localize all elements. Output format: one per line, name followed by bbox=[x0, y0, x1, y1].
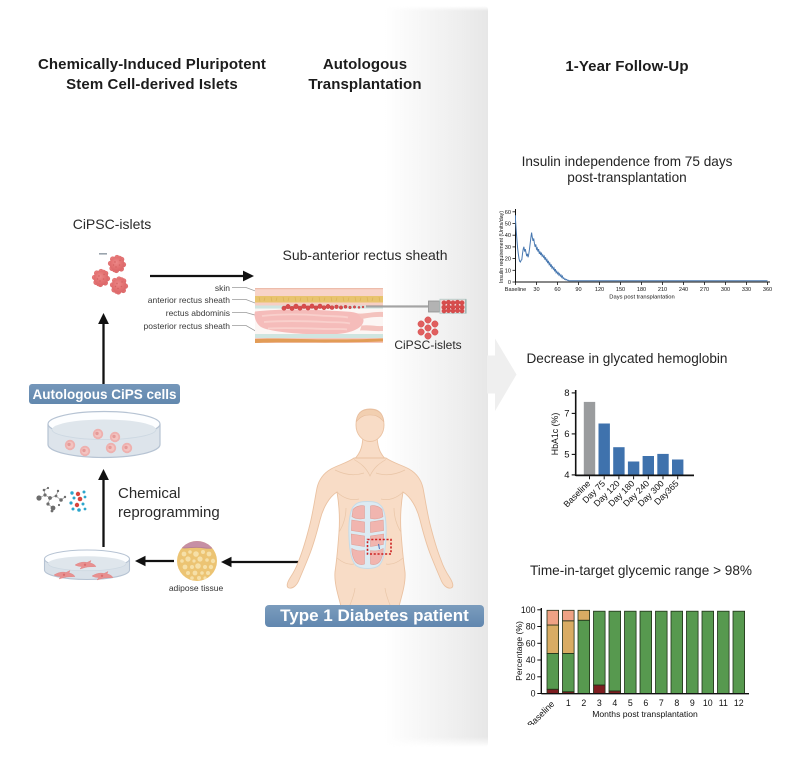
svg-text:Days post transplantation: Days post transplantation bbox=[609, 295, 674, 301]
svg-text:Baseline: Baseline bbox=[505, 287, 526, 293]
svg-text:12: 12 bbox=[734, 698, 744, 708]
svg-text:240: 240 bbox=[679, 287, 688, 293]
svg-text:4: 4 bbox=[612, 698, 617, 708]
svg-text:40: 40 bbox=[526, 655, 536, 665]
svg-text:100: 100 bbox=[521, 605, 536, 615]
svg-text:90: 90 bbox=[575, 287, 581, 293]
svg-text:60: 60 bbox=[505, 210, 511, 216]
svg-text:0: 0 bbox=[508, 280, 511, 286]
svg-text:3: 3 bbox=[597, 698, 602, 708]
svg-text:0: 0 bbox=[531, 689, 536, 699]
svg-text:40: 40 bbox=[505, 233, 511, 239]
svg-text:4: 4 bbox=[564, 470, 569, 481]
svg-text:7: 7 bbox=[659, 698, 664, 708]
svg-text:6: 6 bbox=[643, 698, 648, 708]
svg-text:10: 10 bbox=[505, 268, 511, 274]
svg-text:270: 270 bbox=[700, 287, 709, 293]
svg-text:50: 50 bbox=[505, 222, 511, 228]
svg-text:HbA1c (%): HbA1c (%) bbox=[550, 413, 560, 456]
svg-text:Percentage (%): Percentage (%) bbox=[515, 621, 524, 681]
svg-text:11: 11 bbox=[719, 698, 728, 708]
svg-text:60: 60 bbox=[526, 638, 536, 648]
svg-text:300: 300 bbox=[721, 287, 730, 293]
svg-text:8: 8 bbox=[564, 388, 569, 399]
svg-text:120: 120 bbox=[595, 287, 604, 293]
svg-text:Months post transplantation: Months post transplantation bbox=[592, 709, 698, 719]
svg-text:20: 20 bbox=[526, 672, 536, 682]
svg-text:30: 30 bbox=[505, 245, 511, 251]
svg-text:150: 150 bbox=[616, 287, 625, 293]
svg-text:6: 6 bbox=[564, 429, 569, 440]
svg-text:80: 80 bbox=[526, 622, 536, 632]
svg-text:330: 330 bbox=[742, 287, 751, 293]
svg-text:2: 2 bbox=[581, 698, 586, 708]
svg-text:9: 9 bbox=[690, 698, 695, 708]
svg-text:30: 30 bbox=[533, 287, 539, 293]
svg-text:Insulin requirement (Units/day: Insulin requirement (Units/day) bbox=[499, 211, 505, 283]
svg-text:60: 60 bbox=[554, 287, 560, 293]
svg-text:5: 5 bbox=[564, 450, 569, 461]
svg-text:1: 1 bbox=[566, 698, 571, 708]
svg-text:20: 20 bbox=[505, 257, 511, 263]
svg-text:7: 7 bbox=[564, 409, 569, 420]
svg-text:5: 5 bbox=[628, 698, 633, 708]
svg-text:Baseline: Baseline bbox=[525, 699, 556, 725]
svg-text:8: 8 bbox=[674, 698, 679, 708]
svg-text:210: 210 bbox=[658, 287, 667, 293]
svg-text:360: 360 bbox=[763, 287, 772, 293]
svg-text:10: 10 bbox=[703, 698, 713, 708]
svg-text:180: 180 bbox=[637, 287, 646, 293]
